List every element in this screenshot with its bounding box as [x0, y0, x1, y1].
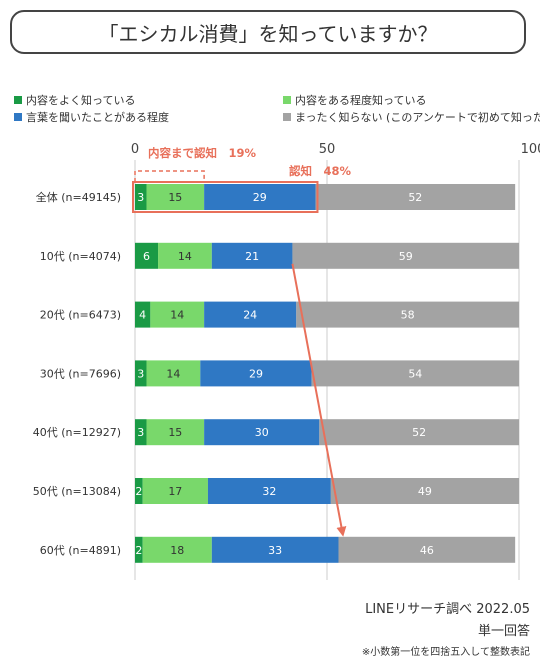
data-label: 21 [245, 250, 259, 263]
legend-swatch [283, 113, 291, 121]
legend-swatch [283, 96, 291, 104]
bar-segment [135, 184, 147, 210]
bar-segment [135, 301, 151, 328]
category-label: 全体 (n=49145) [36, 190, 121, 204]
annotation-awareness: 認知 48% [289, 164, 352, 178]
category-label: 40代 (n=12927) [33, 426, 121, 439]
bar-segment [319, 419, 519, 446]
bar-segment [146, 419, 205, 446]
bar-segment [135, 242, 159, 269]
data-label: 2 [135, 485, 142, 498]
awareness-box [132, 181, 319, 213]
bar-segment [207, 478, 331, 504]
bar-segment [142, 536, 212, 563]
legend-swatch [14, 113, 22, 121]
bar-segment [142, 478, 208, 504]
bar-segment [150, 301, 205, 328]
bar-segment [204, 419, 320, 446]
bar-segment [296, 301, 519, 328]
bar-segment [135, 360, 147, 387]
data-label: 54 [408, 367, 422, 380]
data-label: 58 [401, 309, 415, 322]
rounding-note: ※小数第一位を四捨五入して整数表記 [361, 647, 530, 658]
data-label: 17 [168, 485, 182, 498]
data-label: 30 [255, 426, 269, 439]
bar-segment [135, 419, 147, 446]
data-label: 49 [418, 485, 432, 498]
data-label: 24 [243, 309, 257, 322]
data-label: 18 [170, 544, 184, 557]
legend-label: 内容をある程度知っている [295, 93, 426, 107]
data-label: 15 [168, 426, 182, 439]
category-label: 10代 (n=4074) [40, 250, 121, 263]
bar-segment [315, 184, 516, 210]
legend-label: 言葉を聞いたことがある程度 [26, 110, 169, 124]
data-label: 46 [420, 544, 434, 557]
chart-title: 「エシカル消費」を知っていますか？ [10, 10, 526, 54]
category-label: 60代 (n=4891) [40, 544, 121, 557]
bar-segment [135, 536, 143, 563]
data-label: 14 [170, 309, 184, 322]
tick-label: 100 [521, 142, 540, 157]
data-label: 6 [143, 250, 150, 263]
data-label: 29 [253, 191, 267, 204]
bar-segment [330, 478, 519, 504]
bar-segment [204, 184, 316, 210]
bar-segment [211, 536, 339, 563]
bar-segment [200, 360, 312, 387]
bar-segment [204, 301, 297, 328]
bar-segment [146, 360, 201, 387]
bar-segment [292, 242, 519, 269]
data-label: 2 [135, 544, 142, 557]
data-label: 4 [139, 309, 146, 322]
data-label: 14 [178, 250, 192, 263]
data-label: 29 [249, 367, 263, 380]
data-label: 14 [166, 367, 180, 380]
legend-label: まったく知らない (このアンケートで初めて知った) [295, 110, 540, 124]
answer-type-label: 単一回答 [477, 624, 530, 639]
bar-segment [338, 536, 516, 563]
data-label: 3 [137, 191, 144, 204]
category-label: 30代 (n=7696) [40, 367, 121, 380]
data-label: 3 [137, 367, 144, 380]
bars: 全体 (n=49145) 3 15 29 52 10代 (n=4074) 6 14 21 59 20… [33, 184, 519, 563]
category-label: 20代 (n=6473) [40, 309, 121, 322]
data-label: 59 [399, 250, 413, 263]
data-label: 52 [408, 191, 422, 204]
tick-label: 50 [319, 142, 336, 157]
data-label: 3 [137, 426, 144, 439]
legend-swatch [14, 96, 22, 104]
data-label: 32 [262, 485, 276, 498]
data-label: 15 [168, 191, 182, 204]
bar-segment [158, 242, 212, 269]
bar-segment [146, 184, 205, 210]
legend-label: 内容をよく知っている [26, 93, 135, 107]
data-label: 33 [268, 544, 282, 557]
bar-segment [135, 478, 143, 504]
bar-segment [211, 242, 293, 269]
trend-arrow [291, 263, 347, 537]
annotations: 内容まで認知 19% 認知 48% [132, 146, 352, 537]
awareness-bracket [134, 170, 205, 182]
data-label: 52 [412, 426, 426, 439]
category-label: 50代 (n=13084) [33, 485, 121, 498]
source-label: LINEリサーチ調べ 2022.05 [365, 602, 530, 617]
bar-segment [311, 360, 519, 387]
tick-label: 0 [131, 142, 139, 157]
annotation-content-awareness: 内容まで認知 19% [148, 146, 257, 160]
